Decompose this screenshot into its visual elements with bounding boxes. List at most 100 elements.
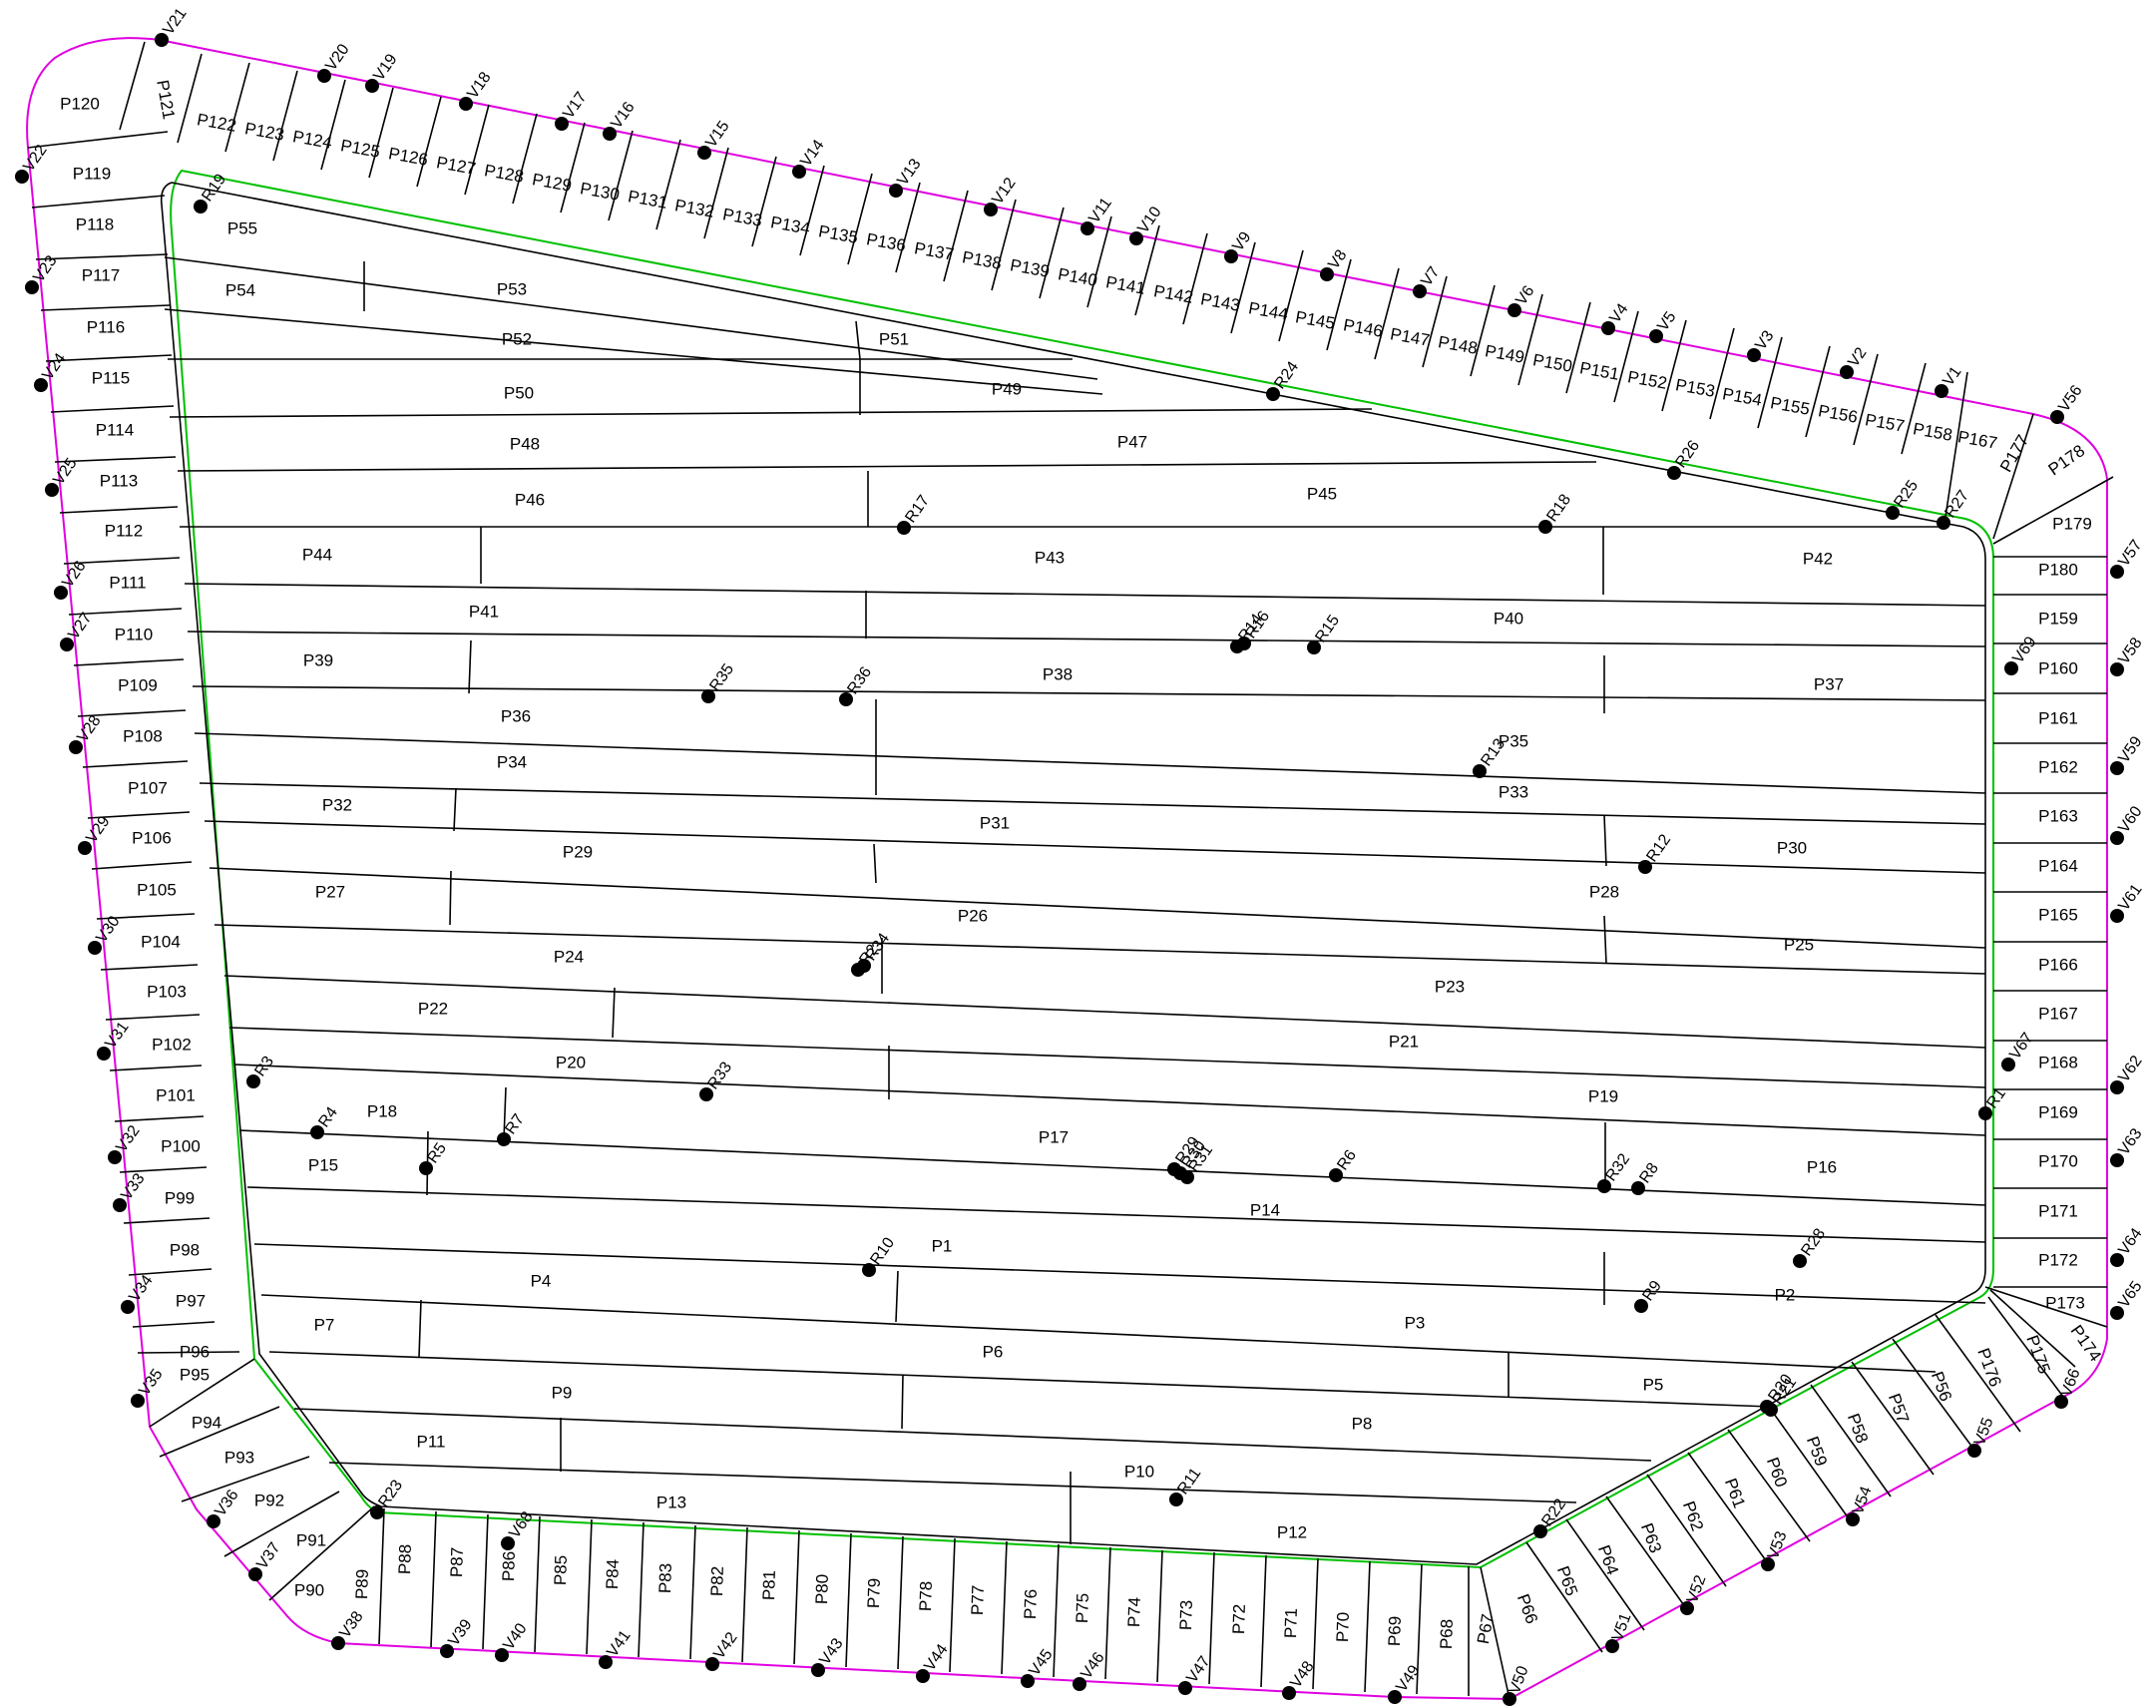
vertex-label: V32 xyxy=(113,1122,143,1155)
vertex-marker xyxy=(2054,1395,2068,1409)
vertex-marker xyxy=(697,146,711,160)
lot-line xyxy=(1935,1314,2021,1433)
parcel-label: P113 xyxy=(100,471,138,490)
lot-line xyxy=(149,1358,255,1428)
parcel-label: P132 xyxy=(673,196,715,221)
vertex-marker xyxy=(1601,321,1615,335)
lot-line xyxy=(1422,275,1448,368)
lot-line xyxy=(901,1374,904,1430)
reference-point-label: R28 xyxy=(1798,1225,1829,1259)
reference-point-marker xyxy=(497,1132,511,1146)
vertex-label: V45 xyxy=(1026,1646,1056,1679)
parcel-label: P169 xyxy=(2038,1102,2078,1121)
vertex-label: V38 xyxy=(336,1608,366,1641)
vertex-label: V37 xyxy=(253,1539,283,1572)
parcel-label: P68 xyxy=(1437,1619,1457,1650)
reference-point-marker xyxy=(862,1263,876,1277)
vertex-marker xyxy=(2110,1253,2124,1267)
lot-line xyxy=(1039,207,1065,299)
parcel-label: P133 xyxy=(721,205,763,230)
lot-line xyxy=(223,1491,340,1557)
lot-line xyxy=(63,557,181,565)
reference-point-label: R17 xyxy=(902,492,933,526)
parcel-label: P34 xyxy=(497,752,527,771)
parcel-label: P138 xyxy=(961,247,1003,273)
lot-line xyxy=(1208,1551,1215,1685)
lot-line xyxy=(1613,310,1639,403)
lot-line xyxy=(1001,1540,1008,1675)
vertex-marker xyxy=(2004,661,2018,675)
vertex-label: V18 xyxy=(464,69,494,102)
lot-line xyxy=(741,1526,748,1663)
parcel-label: P2 xyxy=(1775,1285,1796,1304)
parcel-label: P106 xyxy=(132,828,172,847)
vertex-label: V22 xyxy=(20,142,50,175)
lot-line xyxy=(293,1408,1652,1462)
lot-line xyxy=(31,195,166,209)
vertex-marker xyxy=(1178,1681,1192,1695)
parcel-label: P131 xyxy=(627,187,668,213)
reference-point-marker xyxy=(370,1505,384,1519)
lot-line xyxy=(328,1462,1577,1503)
lot-line xyxy=(1605,1495,1687,1609)
lot-line xyxy=(177,53,203,144)
lot-line xyxy=(1182,232,1208,325)
parcel-label: P97 xyxy=(176,1291,206,1310)
lot-line xyxy=(1278,249,1304,342)
parcel-label: P109 xyxy=(118,675,158,694)
parcel-label: P155 xyxy=(1769,393,1811,419)
reference-point-marker xyxy=(1237,637,1251,650)
parcel-label: P89 xyxy=(352,1569,372,1600)
parcel-label: P5 xyxy=(1643,1375,1664,1394)
vertex-label: V28 xyxy=(74,712,104,745)
parcel-label: P168 xyxy=(2038,1053,2078,1071)
parcel-label: P99 xyxy=(165,1188,195,1207)
lot-line xyxy=(638,1521,645,1658)
parcel-label: P43 xyxy=(1035,548,1065,567)
lot-line xyxy=(238,1129,1986,1206)
parcel-label: P128 xyxy=(483,161,525,187)
lot-line xyxy=(228,1027,1986,1088)
lot-line xyxy=(1416,1563,1423,1695)
reference-point-marker xyxy=(1764,1403,1778,1417)
parcel-label: P75 xyxy=(1073,1593,1092,1624)
vertex-marker xyxy=(60,638,74,651)
parcel-label: P154 xyxy=(1721,384,1763,410)
vertex-label: V34 xyxy=(126,1272,156,1305)
parcel-label: P164 xyxy=(2038,856,2078,875)
parcel-label: P151 xyxy=(1578,358,1620,384)
parcel-label: P87 xyxy=(447,1547,467,1578)
parcel-label: P170 xyxy=(2038,1151,2078,1170)
parcel-label: P22 xyxy=(418,999,448,1018)
vertex-label: V10 xyxy=(1134,204,1164,236)
lot-line xyxy=(368,87,394,179)
vertex-marker xyxy=(1282,1686,1296,1700)
lot-line xyxy=(1992,413,2034,540)
parcel-label: P135 xyxy=(817,221,859,247)
lot-line xyxy=(1687,1452,1769,1564)
reference-point-marker xyxy=(701,689,715,703)
vertex-marker xyxy=(1388,1690,1402,1704)
vertex-marker xyxy=(2110,909,2124,923)
vertex-marker xyxy=(916,1669,930,1683)
lot-line xyxy=(114,1115,205,1122)
parcel-label: P76 xyxy=(1021,1589,1041,1620)
vertex-marker xyxy=(889,184,903,198)
parcel-label: P41 xyxy=(469,602,499,621)
lot-line xyxy=(54,456,177,463)
vertex-marker xyxy=(34,378,48,392)
parcel-label: P51 xyxy=(879,329,909,348)
parcel-label: P160 xyxy=(2038,658,2078,677)
parcel-label: P62 xyxy=(1679,1498,1707,1533)
vertex-marker xyxy=(97,1047,111,1061)
parcel-label: P54 xyxy=(225,280,255,299)
parcel-label: P100 xyxy=(161,1136,201,1155)
vertex-marker xyxy=(1021,1674,1035,1688)
vertex-label: V20 xyxy=(322,41,352,74)
vertex-marker xyxy=(155,33,169,47)
parcel-label: P37 xyxy=(1814,674,1844,693)
lot-line xyxy=(1134,224,1160,316)
lot-line xyxy=(91,861,193,870)
parcel-label: P105 xyxy=(137,880,177,899)
lot-line xyxy=(164,256,1098,380)
